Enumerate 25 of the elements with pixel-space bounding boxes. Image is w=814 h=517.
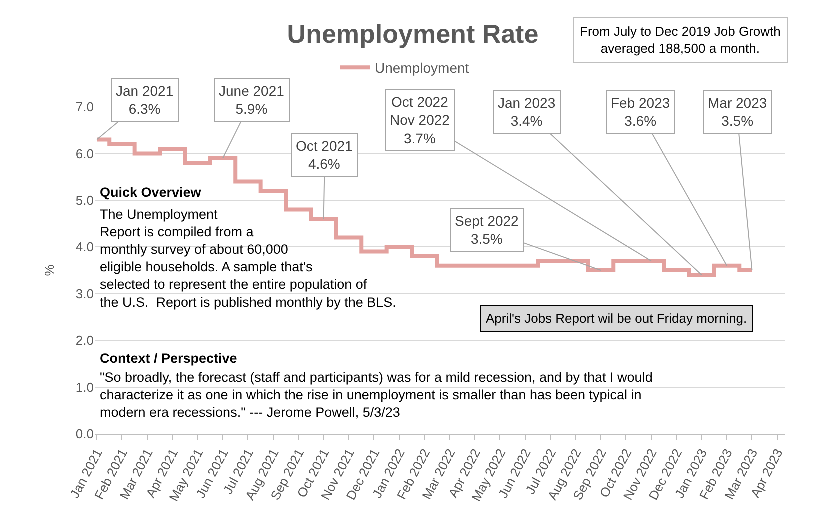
- annotation: Oct 2022 Nov 2022 3.7%: [390, 94, 450, 146]
- y-tick-label: 4.0: [76, 240, 94, 255]
- y-tick-label: 1.0: [76, 380, 94, 395]
- y-axis-title: %: [42, 264, 57, 276]
- y-tick-label: 2.0: [76, 333, 94, 348]
- annotation: June 2021 5.9%: [219, 83, 285, 118]
- annotation: Jan 2023 3.4%: [498, 95, 556, 130]
- annotation: Context / Perspective: [100, 351, 238, 366]
- annotation: Quick Overview: [100, 185, 202, 200]
- y-tick-label: 3.0: [76, 286, 94, 302]
- legend-label: Unemployment: [375, 60, 470, 76]
- annotation: Jan 2021 6.3%: [116, 83, 174, 118]
- y-tick-label: 5.0: [76, 192, 94, 208]
- annotation: April's Jobs Report wil be out Friday morning.: [486, 311, 748, 326]
- annotation: "So broadly, the forecast (staff and participants) was for a mild recession, and by that I would characterize it as one in which the rise in unemployment is smaller than has been typical in modern era recessions." --- Jerome Powell, 5/3/23: [100, 370, 653, 420]
- chart-title: Unemployment Rate: [287, 19, 539, 50]
- annotation: The Unemployment Report is compiled from a monthly survey of about 60,000 eligible households. A sample that's selected to represent the entire population of the U.S. Report is published monthly by the BLS.: [100, 207, 396, 310]
- y-tick-label: 0.0: [76, 426, 94, 442]
- annotation: Mar 2023 3.5%: [708, 95, 768, 130]
- annotation: Feb 2023 3.6%: [611, 95, 670, 130]
- annotation: Oct 2021 4.6%: [296, 138, 354, 172]
- y-tick-label: 7.0: [76, 100, 94, 115]
- annotation: Sept 2022 3.5%: [455, 213, 520, 248]
- text: From July to Dec 2019 Job Growth averaged 188,500 a month.: [580, 24, 781, 56]
- y-tick-label: 6.0: [76, 146, 94, 162]
